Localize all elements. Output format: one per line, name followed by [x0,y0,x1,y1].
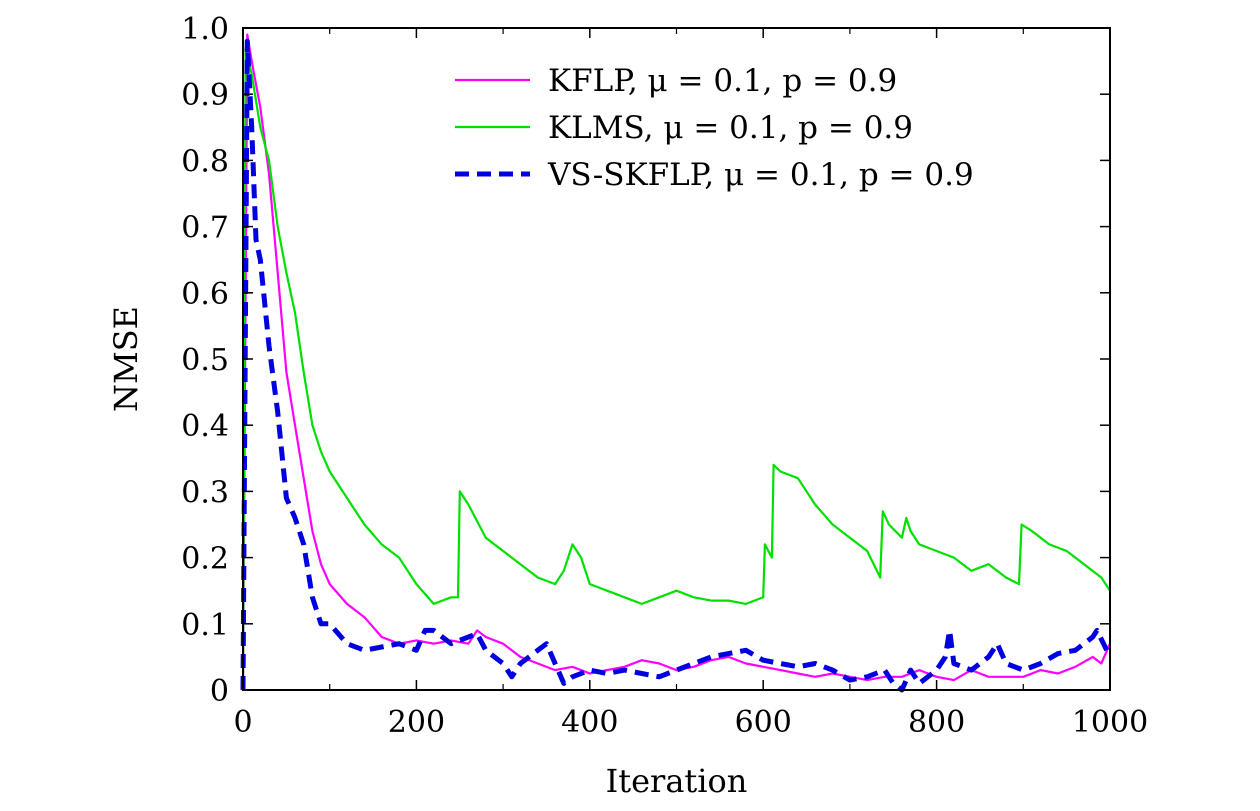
x-axis-ticks: 0 200 400 600 800 1000 [233,28,1148,740]
y-axis-ticks: 0 0.1 0.2 0.3 0.4 0.5 0.6 0.7 0.8 0.9 1.0 [181,12,1110,709]
y-tick-label: 0.1 [181,608,229,643]
y-tick-label: 0.7 [181,211,229,246]
x-tick-label: 1000 [1072,705,1148,740]
series-line-3 [240,38,1113,693]
y-tick-label: 0.5 [181,343,229,378]
series-line-1 [241,33,1112,691]
legend-label-2: KLMS, μ = 0.1, p = 0.9 [548,110,913,146]
y-tick-label: 0.2 [181,542,229,577]
y-axis-title: NMSE [107,306,145,412]
legend: KFLP, μ = 0.1, p = 0.9 KLMS, μ = 0.1, p =… [455,63,974,193]
legend-label-1: KFLP, μ = 0.1, p = 0.9 [548,63,897,99]
series-line-2 [241,46,1111,691]
plot-lines [240,33,1113,693]
y-tick-label: 1.0 [181,12,229,47]
x-tick-label: 0 [233,705,252,740]
x-tick-label: 200 [388,705,445,740]
x-tick-label: 600 [735,705,792,740]
x-axis-title: Iteration [606,762,748,800]
x-tick-label: 800 [908,705,965,740]
y-tick-label: 0 [210,674,229,709]
y-tick-label: 0.6 [181,277,229,312]
y-tick-label: 0.9 [181,78,229,113]
y-tick-label: 0.3 [181,475,229,510]
y-tick-label: 0.8 [181,144,229,179]
legend-label-3: VS-SKFLP, μ = 0.1, p = 0.9 [547,157,974,193]
x-tick-label: 400 [561,705,618,740]
y-tick-label: 0.4 [181,409,229,444]
